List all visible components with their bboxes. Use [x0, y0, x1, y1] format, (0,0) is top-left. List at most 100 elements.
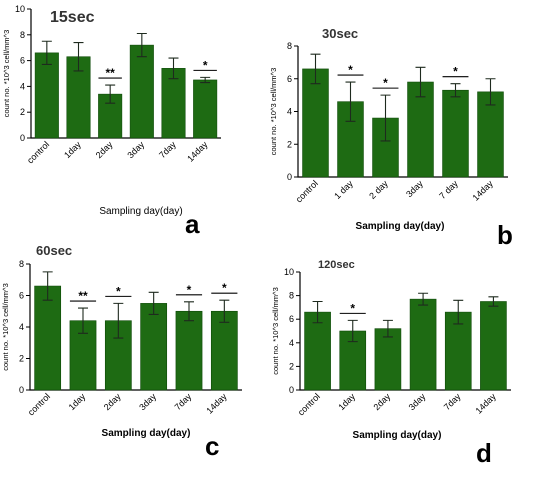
error-bar: [78, 307, 88, 334]
x-axis-label: Sampling day(day): [102, 428, 191, 439]
error-bar: [418, 292, 429, 306]
x-tick-label: 7 day: [437, 178, 460, 201]
x-tick-label: 1day: [336, 391, 357, 412]
x-axis-label: Sampling day(day): [99, 206, 182, 217]
x-axis-label: Sampling day(day): [356, 221, 445, 232]
x-tick-label: 1 day: [332, 178, 355, 201]
error-bar: [415, 66, 426, 98]
panel-title: 120sec: [318, 259, 355, 271]
error-bar: [105, 84, 116, 104]
x-tick-label: 3day: [125, 139, 146, 160]
panel-b: 0 2 4 6 8 control 1 day 2 day 3day 7 day 14day * * * 3…: [269, 26, 513, 250]
significance-marker: *: [203, 58, 208, 72]
error-bar: [184, 301, 194, 322]
y-tick-label: 6: [20, 56, 25, 66]
significance-marker: *: [350, 301, 355, 315]
bar: [302, 68, 329, 178]
significance-marker: **: [105, 66, 115, 80]
bar: [480, 301, 507, 391]
panel-letter: c: [205, 431, 219, 461]
x-tick-label: control: [296, 391, 322, 417]
y-axis-label: count no. *10^3 cell/mm^3: [1, 283, 10, 371]
x-tick-label: 2day: [94, 139, 115, 160]
panel-letter: b: [497, 220, 513, 250]
y-tick-label: 0: [20, 133, 25, 143]
error-bar: [382, 319, 393, 338]
bar: [193, 79, 218, 139]
x-tick-label: control: [26, 391, 52, 417]
panel-letter: a: [185, 209, 200, 239]
x-tick-label: 1day: [67, 391, 88, 412]
error-bar: [73, 41, 84, 72]
bar: [175, 310, 203, 391]
panel-d: 0 2 4 6 8 10 control 1day 2day 3day 7day 14day * 120s…: [271, 259, 511, 468]
y-tick-label: 8: [19, 259, 24, 269]
error-bar: [312, 300, 323, 324]
error-bar: [488, 296, 499, 307]
panel-title: 15sec: [50, 9, 95, 26]
x-tick-label: 1day: [62, 139, 83, 160]
x-tick-label: 3day: [407, 391, 428, 412]
y-tick-label: 8: [289, 291, 294, 301]
bar: [304, 311, 331, 391]
significance-marker: **: [78, 289, 88, 303]
x-tick-label: control: [25, 139, 51, 165]
error-bar: [380, 94, 391, 142]
error-bar: [450, 83, 461, 98]
x-tick-label: 3day: [404, 178, 425, 199]
error-bar: [485, 78, 496, 106]
y-tick-label: 2: [20, 107, 25, 117]
y-tick-label: 2: [287, 139, 292, 149]
y-axis-label: count no. *10^3 cell/mm^3: [2, 30, 11, 118]
significance-marker: *: [222, 281, 227, 295]
bar: [210, 310, 238, 391]
error-bar: [453, 299, 464, 325]
axis-lines: [29, 264, 242, 391]
y-tick-label: 4: [289, 338, 294, 348]
y-tick-label: 8: [20, 30, 25, 40]
error-bar: [148, 291, 159, 315]
y-axis-label: count no. *10^3 cell/mm^3: [269, 68, 278, 156]
y-tick-label: 0: [289, 385, 294, 395]
y-tick-label: 2: [19, 354, 24, 364]
error-bar: [136, 32, 147, 58]
significance-marker: *: [453, 65, 458, 79]
x-tick-label: 2day: [371, 391, 392, 412]
bar: [140, 303, 168, 391]
axis-lines: [297, 46, 508, 178]
error-bar: [347, 319, 358, 343]
y-tick-label: 0: [287, 172, 292, 182]
axis-lines: [299, 272, 511, 391]
bar: [374, 328, 402, 391]
x-tick-label: 3day: [137, 391, 158, 412]
bar: [34, 285, 62, 391]
error-bar: [345, 81, 356, 122]
error-bar: [310, 53, 321, 85]
x-tick-label: 7day: [442, 391, 463, 412]
x-tick-label: 14day: [204, 391, 229, 416]
y-tick-label: 6: [19, 291, 24, 301]
bar: [444, 311, 472, 391]
x-tick-label: 14day: [470, 178, 495, 203]
y-tick-label: 8: [287, 41, 292, 51]
y-tick-label: 10: [284, 267, 294, 277]
bar: [34, 52, 59, 139]
x-tick-label: 14day: [185, 139, 210, 164]
bar: [407, 81, 434, 178]
panel-title: 60sec: [36, 243, 72, 258]
bar: [409, 298, 437, 391]
y-tick-label: 4: [20, 81, 25, 91]
error-bar: [219, 299, 230, 323]
bar: [477, 91, 504, 178]
significance-marker: *: [116, 284, 121, 298]
x-tick-label: 7day: [173, 391, 194, 412]
panel-letter: d: [476, 438, 492, 468]
significance-marker: *: [348, 63, 353, 77]
x-tick-label: 2day: [102, 391, 123, 412]
x-tick-label: control: [294, 178, 320, 204]
significance-marker: *: [383, 76, 388, 90]
